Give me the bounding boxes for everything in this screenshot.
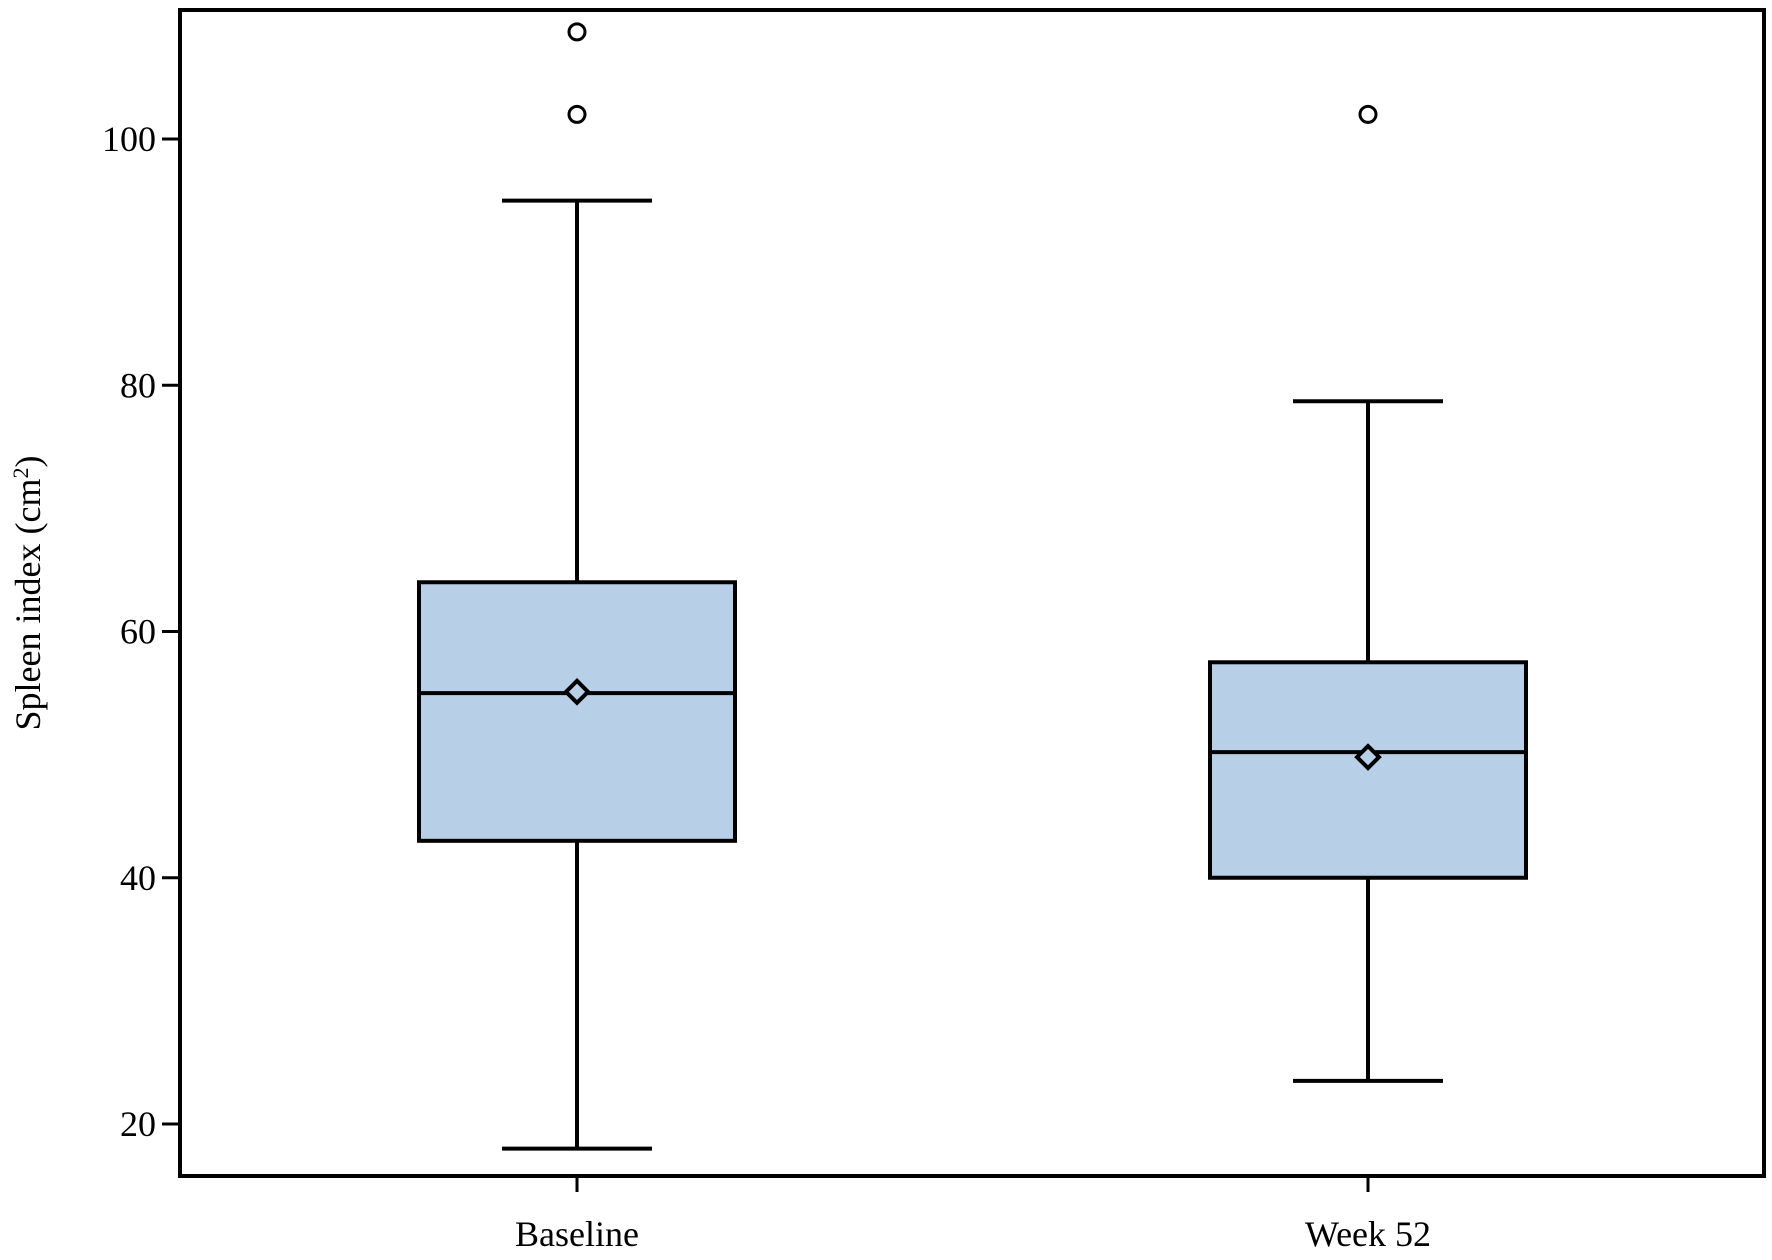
x-axis: Baseline Week 52 [515, 1176, 1431, 1254]
y-tick-label: 60 [120, 612, 156, 652]
x-tick-label: Baseline [515, 1214, 639, 1254]
y-tick-label: 20 [120, 1104, 156, 1144]
mean-marker [1354, 743, 1382, 771]
y-tick-label: 40 [120, 858, 156, 898]
outlier-point [567, 22, 587, 42]
plot-frame [178, 8, 1766, 1178]
y-tick-label: 80 [120, 365, 156, 405]
box-baseline [417, 22, 737, 1151]
iqr-box [417, 580, 737, 843]
box-week-52 [1208, 104, 1528, 1083]
y-axis-title-close: ) [8, 456, 48, 468]
y-axis: 20 40 60 80 100 [102, 119, 180, 1144]
y-axis-title-main: Spleen index (cm [8, 479, 48, 731]
y-axis-title: Spleen index (cm2) [8, 456, 49, 731]
y-tick-label: 100 [102, 119, 156, 159]
outlier-point [1358, 104, 1378, 124]
boxplot-series [417, 22, 1528, 1151]
x-tick-label: Week 52 [1305, 1214, 1431, 1254]
mean-marker [563, 678, 591, 706]
outlier-point [567, 104, 587, 124]
y-axis-title-sup: 2 [8, 468, 33, 479]
